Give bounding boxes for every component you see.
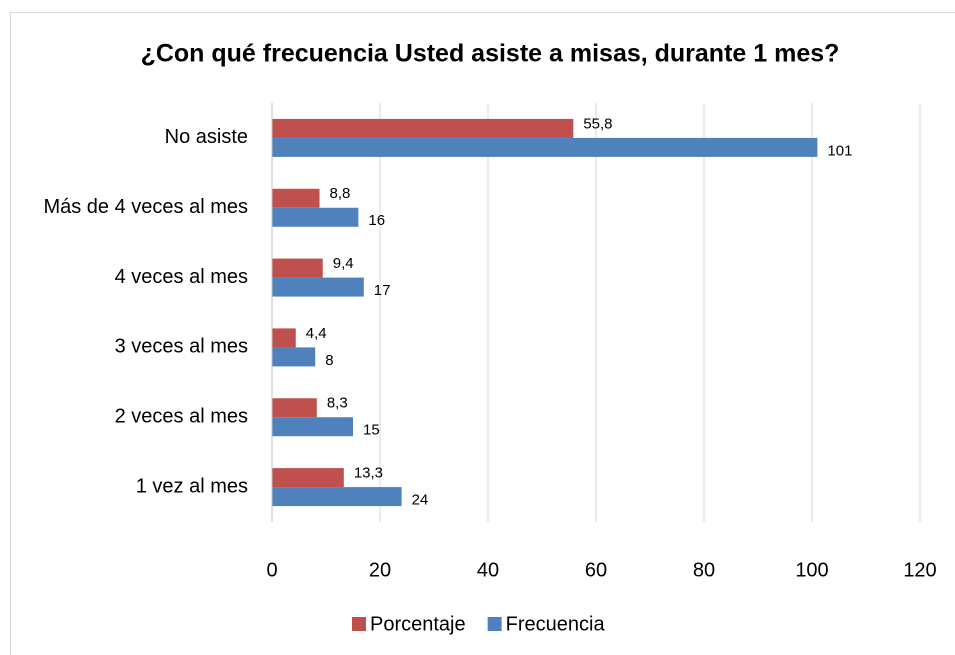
y-tick-label: 3 veces al mes	[115, 336, 248, 358]
bar	[272, 347, 316, 367]
y-tick-label: 1 vez al mes	[136, 475, 248, 497]
x-tick-label: 80	[693, 559, 715, 581]
y-tick-label: 2 veces al mes	[115, 406, 248, 428]
data-label: 9,4	[333, 255, 354, 272]
y-tick-label: Más de 4 veces al mes	[43, 196, 248, 218]
data-label: 101	[827, 142, 852, 159]
x-tick-label: 100	[795, 559, 828, 581]
data-label: 8,3	[327, 395, 348, 412]
data-label: 4,4	[306, 325, 327, 342]
legend-swatch	[352, 617, 366, 631]
bar	[272, 398, 317, 418]
data-label: 8,8	[330, 185, 351, 202]
bar	[272, 118, 574, 138]
x-tick-label: 20	[369, 559, 391, 581]
x-tick-label: 0	[266, 559, 277, 581]
bar	[272, 188, 320, 208]
chart-title: ¿Con qué frecuencia Usted asiste a misas…	[141, 40, 840, 68]
legend-swatch	[487, 617, 502, 631]
data-label: 15	[363, 422, 380, 439]
data-label: 8	[325, 352, 333, 369]
data-label: 16	[368, 212, 385, 229]
bar	[272, 487, 402, 507]
data-label: 55,8	[583, 115, 612, 132]
bar	[272, 417, 353, 437]
data-label: 17	[374, 282, 391, 299]
bar	[272, 328, 296, 348]
x-tick-label: 60	[585, 559, 607, 581]
bar	[272, 137, 818, 157]
legend-label: Frecuencia	[506, 613, 606, 635]
bar	[272, 207, 359, 227]
bar	[272, 468, 344, 488]
y-tick-label: No asiste	[165, 126, 248, 148]
legend-label: Porcentaje	[370, 613, 466, 635]
x-tick-label: 120	[903, 559, 936, 581]
data-label: 13,3	[354, 465, 383, 482]
data-label: 24	[412, 492, 429, 509]
bar	[272, 277, 364, 297]
y-tick-label: 4 veces al mes	[115, 266, 248, 288]
bar	[272, 258, 323, 278]
x-tick-label: 40	[477, 559, 499, 581]
